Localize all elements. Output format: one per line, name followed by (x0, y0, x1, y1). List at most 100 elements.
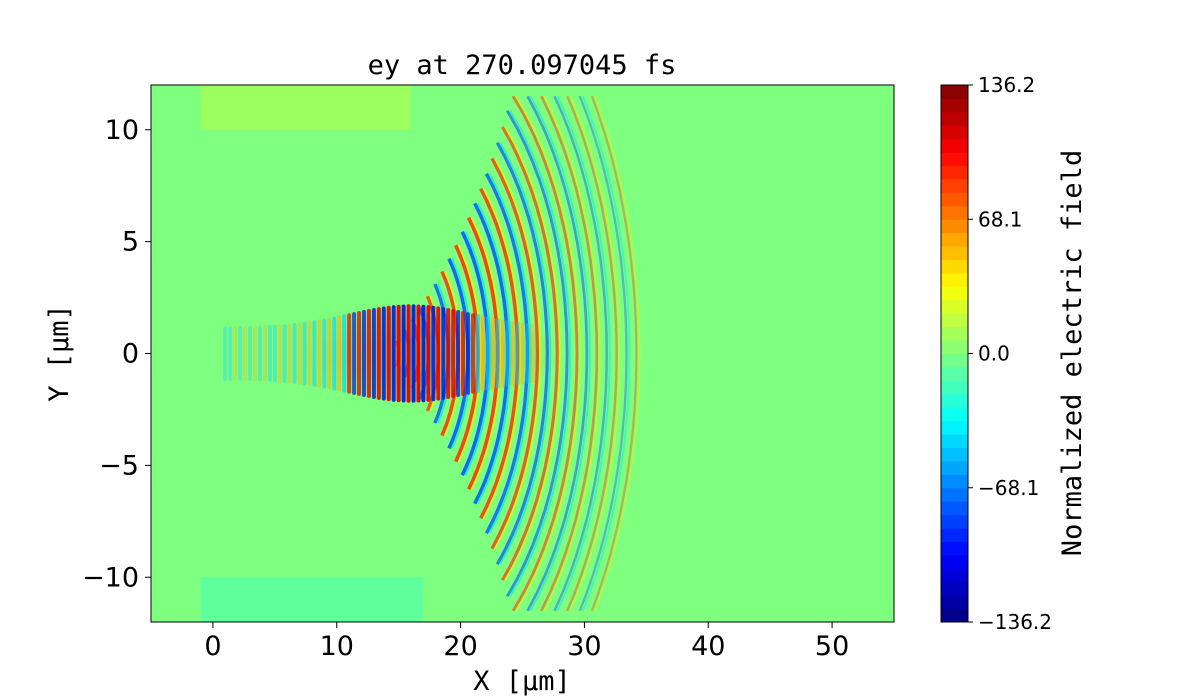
wavefront-fringe (543, 95, 601, 612)
colorbar-band (941, 111, 968, 126)
channel-oscillation (441, 307, 446, 400)
channel-oscillation (357, 311, 362, 396)
colorbar-band (941, 608, 968, 623)
channel-oscillation (322, 318, 327, 389)
y-tick-label: 10 (105, 115, 139, 146)
channel-oscillation (490, 317, 495, 390)
channel-oscillation (386, 305, 391, 402)
channel-oscillation (347, 313, 352, 394)
channel-oscillation (406, 304, 411, 403)
colorbar-band (941, 420, 968, 435)
colorbar-tick-label: 0.0 (978, 342, 1010, 366)
wavefront-arc (578, 95, 628, 612)
channel-oscillation (381, 306, 386, 401)
y-tick-label: −5 (99, 450, 139, 481)
colorbar-band (941, 380, 968, 395)
colorbar-band (941, 434, 968, 448)
y-tick-label: −10 (82, 562, 139, 593)
colorbar-band (941, 272, 968, 287)
wavefront-arc (553, 95, 608, 612)
channel-oscillation (416, 304, 421, 403)
wavefront-fringe (515, 95, 582, 612)
y-axis-ticks: 10 5 0 −5 −10 (82, 115, 151, 593)
colorbar-band (941, 299, 968, 314)
channel-oscillation (456, 309, 461, 398)
colorbar-band (941, 514, 968, 529)
colorbar-band (941, 568, 968, 583)
colorbar-band (941, 192, 968, 207)
wavefront-fringe (593, 95, 641, 612)
colorbar-tick-label: 68.1 (978, 207, 1023, 231)
channel-oscillation (520, 322, 525, 385)
wavefront-fringe (556, 95, 611, 612)
channel-oscillation (257, 325, 262, 382)
channel-oscillation (391, 305, 396, 402)
colorbar-bands (941, 85, 968, 623)
colorbar-band (941, 554, 968, 569)
colorbar-band (941, 259, 968, 274)
colorbar-band (941, 232, 968, 247)
channel-oscillation (461, 311, 466, 396)
channel-oscillation (327, 317, 332, 390)
channel-oscillation (426, 305, 431, 402)
channel-oscillation (292, 322, 297, 385)
wavefront-fringe (504, 126, 562, 581)
wavefront-fringe (488, 173, 532, 534)
wavefront-fringe (509, 110, 572, 597)
channel-oscillation (223, 326, 228, 381)
colorbar-band (941, 474, 968, 489)
field-region-top (200, 85, 412, 130)
wavefront-arc (540, 95, 599, 612)
wavefront-arc (566, 95, 618, 612)
chart-title: ey at 270.097045 fs (368, 50, 677, 81)
channel-oscillation (302, 321, 307, 386)
channel-oscillation (342, 314, 347, 393)
channel-oscillation (238, 326, 243, 381)
colorbar-ticks: 136.2 68.1 0.0 −68.1 −136.2 (968, 73, 1052, 634)
wavefront-fringe (476, 202, 512, 505)
colorbar-band (941, 125, 968, 140)
colorbar: 136.2 68.1 0.0 −68.1 −136.2 Normalized elect… (940, 73, 1088, 634)
colorbar-band (941, 178, 968, 193)
wavefront-arc (590, 95, 638, 612)
x-axis-ticks: 0 10 20 30 40 50 (204, 622, 849, 662)
channel-oscillation (446, 308, 451, 399)
channel-oscillation (352, 312, 357, 395)
colorbar-band (941, 286, 968, 301)
colorbar-band (941, 353, 968, 368)
wavefront-arc (490, 157, 540, 550)
channel-oscillation (475, 314, 480, 393)
channel-oscillation (371, 308, 376, 399)
x-tick-label: 40 (691, 631, 725, 662)
channel-oscillation (332, 316, 337, 391)
colorbar-band (941, 326, 968, 341)
wavefront-fringe (494, 157, 542, 550)
y-tick-label: 5 (122, 227, 139, 258)
colorbar-band (941, 366, 968, 381)
colorbar-band (941, 501, 968, 516)
channel-oscillation (396, 304, 401, 403)
wavefront-fringe (569, 95, 621, 612)
y-axis-label: Y [μm] (44, 304, 75, 402)
channel-oscillation (307, 320, 312, 387)
wavefront-arc (526, 95, 589, 612)
colorbar-band (941, 219, 968, 234)
x-tick-label: 50 (815, 631, 849, 662)
channel-oscillation (337, 315, 342, 392)
wavefront-arc (511, 95, 579, 612)
colorbar-band (941, 85, 968, 99)
colorbar-band (941, 165, 968, 180)
channel-oscillation (243, 326, 248, 381)
channel-oscillation (361, 309, 366, 398)
colorbar-band (941, 98, 968, 113)
wavefront-fringe (499, 142, 552, 565)
colorbar-band (941, 246, 968, 261)
channel-oscillation (287, 323, 292, 384)
channel-oscillation (421, 304, 426, 403)
channel-oscillation (366, 308, 371, 399)
y-tick-label: 0 (122, 339, 139, 370)
channel-oscillation (485, 316, 490, 391)
x-axis-label: X [μm] (473, 666, 571, 697)
colorbar-band (941, 541, 968, 556)
channel-oscillation (317, 319, 322, 388)
